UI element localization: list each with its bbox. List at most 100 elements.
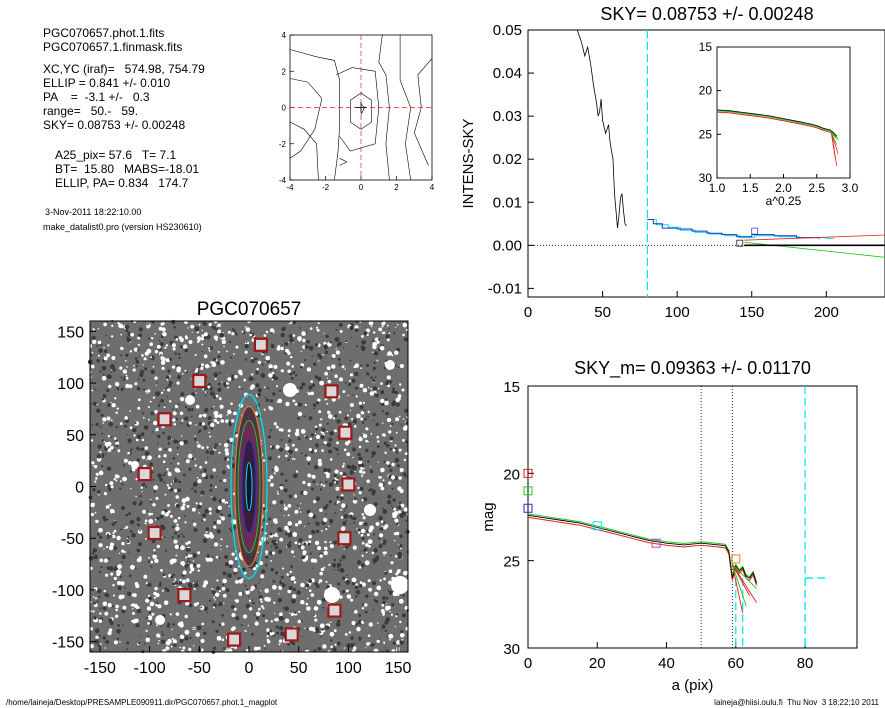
- image-mask-marker: [284, 627, 299, 642]
- galaxy-core: [245, 462, 253, 511]
- image-mask-marker: [147, 525, 162, 541]
- contour-y-tick-label: 2: [282, 67, 287, 76]
- contour-line: [360, 103, 365, 115]
- image-mask-marker: [324, 384, 339, 399]
- sky-square-marker: [751, 227, 759, 235]
- image-bright-region: [385, 360, 395, 370]
- contour-x-tick-label: 4: [430, 183, 435, 192]
- info-line: ELLIP = 0.841 +/- 0.010: [43, 76, 171, 90]
- footer-user-date: laineja@hiisi.oulu.fi Thu Nov 3 18:22:10…: [714, 698, 879, 707]
- image-y-tick-label: 50: [66, 428, 84, 445]
- mag-square-marker: [731, 554, 741, 564]
- image-bright-region: [324, 587, 340, 603]
- image-mask-marker: [341, 477, 356, 492]
- info-line: SKY= 0.08753 +/- 0.00248: [43, 118, 186, 132]
- mag-x-axis-label: a (pix): [672, 677, 714, 694]
- info-line: XC,YC (iraf)= 574.98, 754.79: [43, 62, 205, 76]
- mag-green-tail: [731, 564, 747, 607]
- sky-red-line: [744, 234, 885, 241]
- contour-line: [339, 158, 348, 166]
- mag-red-tail: [731, 564, 744, 614]
- image-y-tick-label: -50: [61, 531, 84, 548]
- inset-y-tick-label: 20: [699, 84, 713, 98]
- mag-y-tick-label: 30: [503, 641, 520, 658]
- image-y-tick-label: 150: [57, 324, 84, 341]
- sky-y-tick-label: 0.01: [493, 194, 522, 211]
- contour-x-tick-label: -2: [322, 183, 330, 192]
- contour-line: [289, 78, 323, 159]
- sky-square-marker: [736, 239, 744, 247]
- sky-y-axis-label: INTENS-SKY: [460, 118, 477, 208]
- sky-y-tick-label: 0.00: [493, 237, 522, 254]
- info-line: BT= 15.80 MABS=-18.01: [55, 162, 200, 176]
- contour-y-tick-label: 0: [282, 104, 287, 113]
- info-date: 3-Nov-2011 18:22:10.00: [45, 207, 142, 217]
- mag-square-marker: [651, 538, 661, 548]
- mag-frame: [527, 385, 858, 649]
- mag-square-marker: [523, 468, 533, 478]
- contour-x-tick-label: -4: [286, 183, 294, 192]
- inset-red-curve: [716, 111, 838, 139]
- info-line: PGC070657.phot.1.fits: [43, 26, 165, 40]
- image-bright-region: [391, 576, 409, 594]
- sky-x-tick-label: 200: [814, 304, 839, 321]
- image-x-tick-label: 150: [385, 660, 412, 677]
- mag-green-curve: [527, 513, 758, 583]
- image-x-tick-label: -50: [188, 660, 211, 677]
- sky-y-tick-label: 0.05: [493, 22, 522, 39]
- contour-y-tick-label: -4: [279, 176, 287, 185]
- sky-y-tick-label: -0.01: [488, 280, 522, 297]
- galaxy-outer-isophote: [230, 393, 268, 580]
- info-line: PA = -3.1 +/- 0.3: [43, 90, 150, 104]
- sky-blue-steps: [647, 219, 820, 239]
- image-x-tick-label: 50: [290, 660, 308, 677]
- mag-x-tick-label: 60: [727, 655, 744, 672]
- image-x-tick-label: -100: [134, 660, 166, 677]
- inset-x-tick-label: 1.5: [742, 181, 759, 195]
- sky-y-tick-label: 0.02: [493, 151, 522, 168]
- image-mask-marker: [157, 412, 172, 427]
- info-line: ELLIP, PA= 0.834 174.7: [55, 176, 189, 190]
- image-mask-marker: [327, 603, 342, 618]
- inset-green-tail: [831, 132, 839, 140]
- inset-x-axis-label: a^0.25: [766, 194, 802, 208]
- image-mask-marker: [177, 588, 192, 603]
- contour-line: [336, 67, 380, 152]
- image-x-tick-label: 100: [335, 660, 362, 677]
- image-chart-title: PGC070657: [197, 299, 302, 320]
- contour-line: [378, 34, 390, 181]
- image-mask-marker: [253, 337, 269, 352]
- mag-x-tick-label: 20: [589, 655, 606, 672]
- mag-square-marker: [592, 521, 602, 531]
- mag-chart-title: SKY_m= 0.09363 +/- 0.01170: [574, 358, 811, 379]
- image-bright-region: [364, 504, 376, 516]
- inset-x-tick-label: 2.0: [775, 181, 792, 195]
- info-line: PGC070657.1.finmask.fits: [43, 40, 183, 54]
- inset-y-tick-label: 25: [699, 127, 713, 141]
- image-x-tick-label: -150: [84, 660, 116, 677]
- image-mask-marker: [337, 531, 352, 546]
- inset-green-curve: [716, 110, 838, 138]
- contour-line: [289, 49, 340, 181]
- footer-path: /home/laineja/Desktop/PRESAMPLE090911.di…: [6, 698, 278, 707]
- sky-y-tick-label: 0.04: [493, 65, 522, 82]
- sky-x-tick-label: 0: [524, 304, 532, 321]
- sky-y-tick-label: 0.03: [493, 108, 522, 125]
- inset-x-tick-label: 1.0: [709, 181, 726, 195]
- image-y-tick-label: 0: [75, 480, 84, 497]
- mag-green-tail: [731, 563, 757, 589]
- magnitude-profile-chart: SKY_m= 0.09363 +/- 0.01170 mag a (pix) 0 20 4…: [480, 358, 858, 694]
- info-line: range= 50.- 59.: [43, 104, 139, 118]
- mag-x-tick-label: 40: [658, 655, 675, 672]
- image-y-tick-label: 100: [57, 376, 84, 393]
- mag-y-axis-label: mag: [480, 502, 497, 531]
- mag-square-marker: [523, 486, 533, 496]
- image-noise-layer: [87, 319, 410, 654]
- contour-line: [413, 58, 433, 166]
- galaxy-image-chart: PGC070657 -150 -100 -50 0 50 100 150 150 100 50 0 -5…: [52, 299, 412, 677]
- contour-x-tick-label: 2: [394, 183, 399, 192]
- sky-chart-title: SKY= 0.08753 +/- 0.00248: [600, 4, 813, 24]
- mag-y-tick-label: 15: [503, 379, 520, 396]
- image-bright-region: [131, 461, 139, 469]
- mag-red-curve: [527, 516, 758, 586]
